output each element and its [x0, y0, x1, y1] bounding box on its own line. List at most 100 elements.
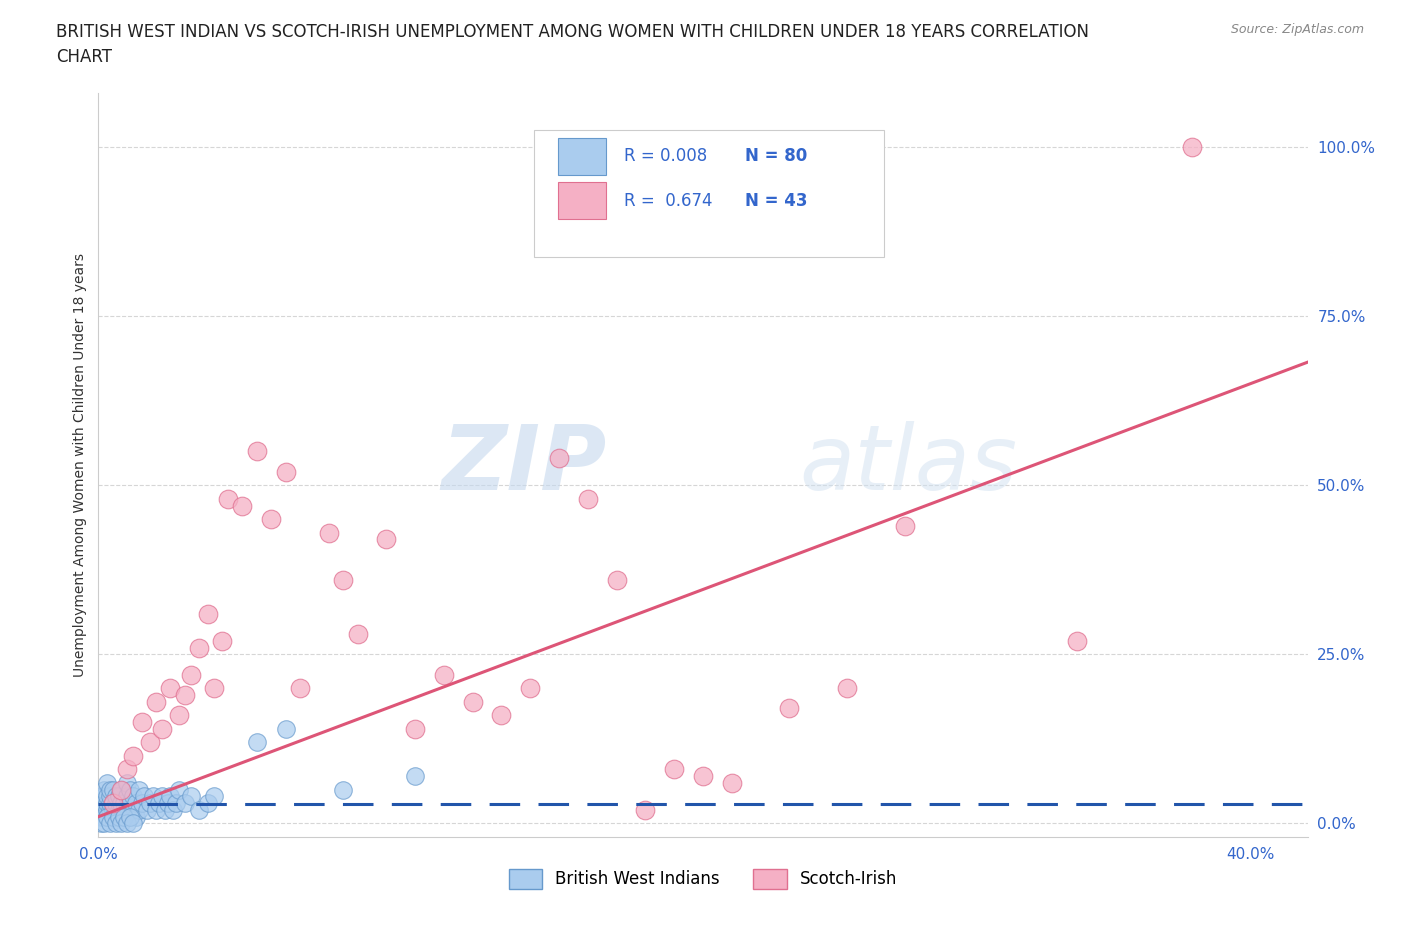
- Point: [145, 803, 167, 817]
- Point: [98, 782, 121, 797]
- Point: [150, 722, 173, 737]
- Point: [96, 789, 118, 804]
- Text: BRITISH WEST INDIAN VS SCOTCH-IRISH UNEMPLOYMENT AMONG WOMEN WITH CHILDREN UNDER: BRITISH WEST INDIAN VS SCOTCH-IRISH UNEM…: [56, 23, 1090, 41]
- Point: [122, 803, 145, 817]
- Point: [101, 809, 124, 824]
- Point: [115, 762, 138, 777]
- Text: R =  0.674: R = 0.674: [624, 192, 713, 210]
- Point: [692, 769, 714, 784]
- Point: [202, 789, 225, 804]
- Point: [720, 776, 742, 790]
- Point: [461, 695, 484, 710]
- Point: [156, 796, 179, 811]
- FancyBboxPatch shape: [558, 182, 606, 219]
- Point: [107, 789, 129, 804]
- Point: [93, 803, 115, 817]
- Point: [173, 796, 195, 811]
- Point: [128, 803, 150, 817]
- Point: [404, 722, 426, 737]
- Point: [159, 789, 181, 804]
- Point: [576, 491, 599, 506]
- Point: [217, 491, 239, 506]
- Point: [318, 525, 340, 540]
- Point: [260, 512, 283, 526]
- Point: [101, 796, 124, 811]
- Point: [107, 809, 129, 824]
- Point: [139, 735, 162, 750]
- Point: [664, 762, 686, 777]
- Point: [211, 633, 233, 648]
- Point: [90, 803, 112, 817]
- Text: R = 0.008: R = 0.008: [624, 147, 707, 166]
- Point: [120, 782, 142, 797]
- Point: [110, 796, 132, 811]
- FancyBboxPatch shape: [558, 138, 606, 175]
- Point: [142, 789, 165, 804]
- Point: [404, 769, 426, 784]
- Point: [167, 782, 190, 797]
- Point: [101, 782, 124, 797]
- Point: [98, 816, 121, 830]
- Point: [246, 735, 269, 750]
- Point: [96, 809, 118, 824]
- Point: [136, 803, 159, 817]
- Point: [93, 816, 115, 830]
- Point: [197, 606, 219, 621]
- Point: [274, 722, 297, 737]
- Point: [120, 809, 142, 824]
- Point: [188, 803, 211, 817]
- Point: [93, 789, 115, 804]
- Point: [433, 667, 456, 682]
- Text: atlas: atlas: [800, 421, 1018, 509]
- Point: [134, 789, 156, 804]
- Point: [519, 681, 541, 696]
- Point: [93, 782, 115, 797]
- Point: [180, 667, 202, 682]
- Text: N = 80: N = 80: [745, 147, 807, 166]
- Point: [115, 776, 138, 790]
- Point: [110, 782, 132, 797]
- Point: [125, 796, 148, 811]
- Legend: British West Indians, Scotch-Irish: British West Indians, Scotch-Irish: [502, 862, 904, 896]
- Point: [131, 714, 153, 729]
- Point: [90, 796, 112, 811]
- Text: Source: ZipAtlas.com: Source: ZipAtlas.com: [1230, 23, 1364, 36]
- Text: N = 43: N = 43: [745, 192, 808, 210]
- Text: CHART: CHART: [56, 48, 112, 66]
- Point: [101, 796, 124, 811]
- Point: [246, 444, 269, 458]
- Point: [112, 809, 135, 824]
- Point: [101, 803, 124, 817]
- Point: [110, 803, 132, 817]
- Point: [98, 796, 121, 811]
- Point: [112, 796, 135, 811]
- Point: [96, 809, 118, 824]
- Point: [167, 708, 190, 723]
- Point: [96, 776, 118, 790]
- Point: [104, 796, 127, 811]
- Point: [173, 687, 195, 702]
- Point: [98, 789, 121, 804]
- Point: [893, 518, 915, 533]
- Point: [115, 816, 138, 830]
- Point: [288, 681, 311, 696]
- Point: [96, 803, 118, 817]
- Point: [835, 681, 858, 696]
- Point: [122, 816, 145, 830]
- FancyBboxPatch shape: [534, 130, 884, 257]
- Point: [1066, 633, 1088, 648]
- Point: [145, 695, 167, 710]
- Point: [139, 796, 162, 811]
- Point: [150, 789, 173, 804]
- Point: [96, 796, 118, 811]
- Point: [93, 796, 115, 811]
- Point: [159, 681, 181, 696]
- Point: [101, 809, 124, 824]
- Point: [107, 809, 129, 824]
- Point: [110, 816, 132, 830]
- Point: [90, 809, 112, 824]
- Point: [202, 681, 225, 696]
- Point: [188, 640, 211, 655]
- Point: [112, 809, 135, 824]
- Point: [274, 464, 297, 479]
